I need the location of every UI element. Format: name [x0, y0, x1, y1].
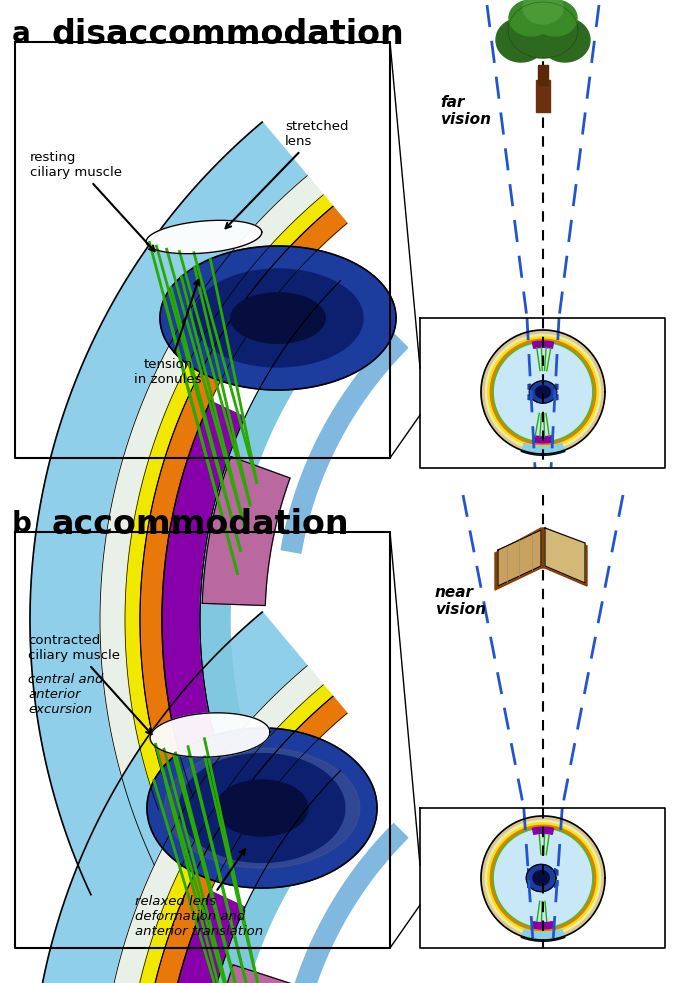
- Polygon shape: [147, 728, 377, 888]
- Text: a: a: [12, 20, 31, 48]
- Polygon shape: [526, 864, 556, 892]
- Polygon shape: [495, 528, 587, 590]
- Polygon shape: [496, 18, 546, 62]
- Polygon shape: [556, 394, 558, 400]
- Polygon shape: [490, 339, 596, 444]
- Polygon shape: [508, 2, 578, 58]
- Polygon shape: [521, 443, 564, 455]
- Polygon shape: [490, 826, 596, 931]
- Polygon shape: [390, 532, 420, 948]
- Polygon shape: [146, 220, 262, 254]
- Polygon shape: [536, 80, 550, 112]
- Polygon shape: [530, 380, 557, 403]
- Polygon shape: [216, 780, 308, 836]
- Polygon shape: [150, 713, 270, 757]
- Text: near
vision: near vision: [435, 585, 486, 617]
- Polygon shape: [30, 612, 307, 983]
- Polygon shape: [536, 386, 551, 398]
- Polygon shape: [125, 195, 333, 810]
- Polygon shape: [100, 176, 323, 865]
- Polygon shape: [202, 456, 290, 606]
- Polygon shape: [495, 344, 591, 440]
- Polygon shape: [162, 401, 245, 754]
- Text: contracted
ciliary muscle: contracted ciliary muscle: [28, 634, 151, 734]
- Polygon shape: [523, 0, 563, 24]
- Polygon shape: [481, 330, 605, 454]
- Polygon shape: [281, 824, 408, 983]
- Polygon shape: [545, 528, 585, 583]
- Polygon shape: [488, 337, 598, 447]
- Text: accommodation: accommodation: [52, 508, 349, 541]
- Polygon shape: [162, 891, 245, 983]
- Polygon shape: [140, 696, 347, 983]
- Polygon shape: [521, 929, 564, 942]
- Polygon shape: [528, 384, 531, 389]
- Text: relaxed lens
deformation and
anterior translation: relaxed lens deformation and anterior tr…: [135, 849, 263, 938]
- Text: tension
in zonules: tension in zonules: [134, 280, 202, 386]
- Polygon shape: [538, 65, 548, 85]
- Polygon shape: [210, 964, 292, 983]
- Polygon shape: [30, 122, 307, 895]
- Polygon shape: [281, 333, 408, 553]
- Polygon shape: [509, 0, 553, 36]
- Text: disaccommodation: disaccommodation: [52, 18, 405, 51]
- Polygon shape: [481, 330, 605, 454]
- Polygon shape: [532, 827, 553, 835]
- Polygon shape: [125, 685, 333, 983]
- Polygon shape: [140, 206, 347, 805]
- Polygon shape: [488, 823, 598, 933]
- Polygon shape: [231, 293, 325, 343]
- Polygon shape: [481, 816, 605, 940]
- Polygon shape: [495, 830, 591, 926]
- Polygon shape: [555, 868, 558, 876]
- Polygon shape: [179, 754, 345, 862]
- Polygon shape: [556, 384, 558, 389]
- Polygon shape: [555, 881, 558, 888]
- Polygon shape: [533, 871, 549, 886]
- Text: stretched
lens: stretched lens: [225, 120, 349, 228]
- Polygon shape: [202, 456, 290, 606]
- Polygon shape: [486, 821, 601, 936]
- Polygon shape: [498, 530, 541, 586]
- Polygon shape: [493, 342, 593, 442]
- Polygon shape: [210, 964, 292, 983]
- Polygon shape: [533, 0, 577, 36]
- Polygon shape: [540, 18, 590, 62]
- Polygon shape: [528, 394, 531, 400]
- Polygon shape: [532, 435, 553, 442]
- Polygon shape: [493, 828, 593, 928]
- Polygon shape: [200, 280, 362, 720]
- Polygon shape: [100, 665, 323, 983]
- Text: far
vision: far vision: [440, 95, 491, 128]
- Polygon shape: [160, 246, 396, 390]
- Text: resting
ciliary muscle: resting ciliary muscle: [30, 151, 155, 252]
- Polygon shape: [532, 341, 553, 348]
- Text: b: b: [12, 510, 32, 538]
- Polygon shape: [193, 269, 363, 367]
- Polygon shape: [486, 334, 601, 449]
- Text: central and
anterior
excursion: central and anterior excursion: [28, 673, 103, 716]
- Polygon shape: [532, 922, 553, 929]
- Polygon shape: [164, 748, 360, 868]
- Polygon shape: [390, 42, 420, 458]
- Polygon shape: [200, 771, 362, 983]
- Polygon shape: [481, 816, 605, 940]
